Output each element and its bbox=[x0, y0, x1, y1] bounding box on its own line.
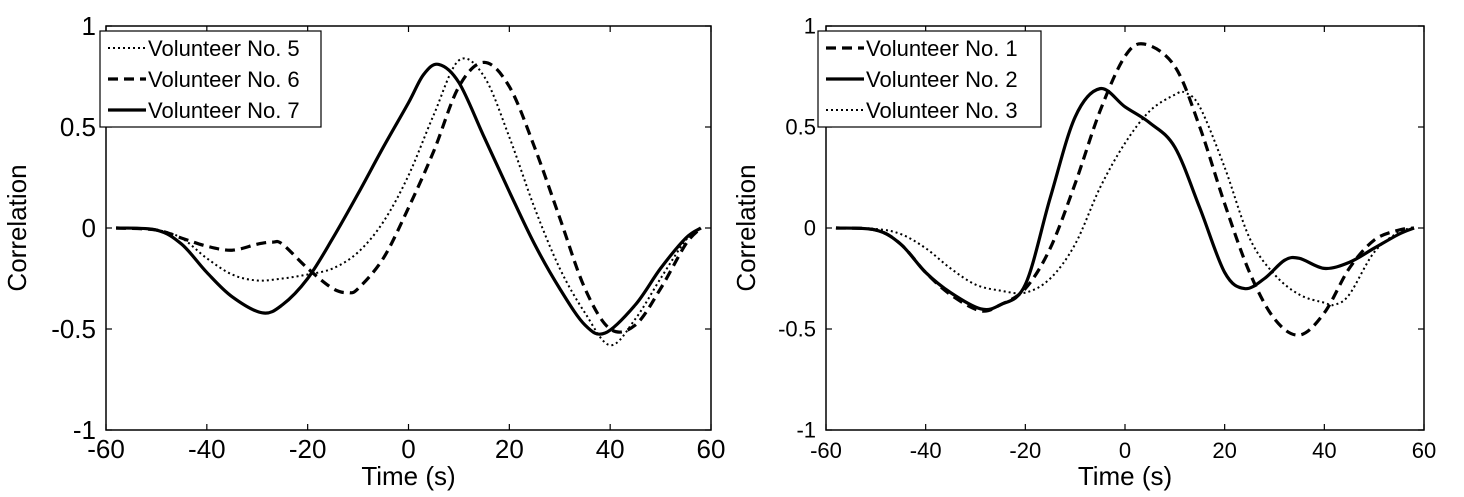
x-tick-label: 0 bbox=[1119, 438, 1131, 463]
x-tick-label: 0 bbox=[401, 434, 415, 464]
x-tick-label: 60 bbox=[1412, 438, 1436, 463]
x-tick-label: 60 bbox=[697, 434, 726, 464]
legend-label-1: Volunteer No. 5 bbox=[148, 36, 300, 61]
legend-label-2: Volunteer No. 2 bbox=[866, 67, 1018, 92]
series-line-3 bbox=[835, 90, 1415, 307]
x-tick-label: -20 bbox=[1009, 438, 1041, 463]
legend-label-3: Volunteer No. 3 bbox=[866, 98, 1018, 123]
legend-label-1: Volunteer No. 1 bbox=[866, 36, 1018, 61]
y-tick-label: -0.5 bbox=[51, 314, 96, 344]
y-tick-label: -0.5 bbox=[778, 317, 816, 342]
y-tick-label: -1 bbox=[796, 418, 816, 443]
x-tick-label: -60 bbox=[87, 434, 125, 464]
y-tick-label: 0.5 bbox=[785, 115, 816, 140]
chart-left: -60 -40 -20 0 20 40 60 -1 -0.5 0 0.5 1 Time (s) Corre… bbox=[2, 11, 725, 491]
legend-label-2: Volunteer No. 6 bbox=[148, 67, 300, 92]
y-axis-label: Correlation bbox=[2, 164, 32, 291]
y-tick-label: 0.5 bbox=[60, 112, 96, 142]
y-tick-label: 0 bbox=[82, 213, 96, 243]
y-tick-label: 1 bbox=[804, 14, 816, 39]
series-line-2 bbox=[115, 60, 703, 334]
x-tick-label: 20 bbox=[495, 434, 524, 464]
x-tick-label: 40 bbox=[596, 434, 625, 464]
legend: Volunteer No. 1 Volunteer No. 2 Volunteer … bbox=[817, 30, 1042, 128]
y-axis-label: Correlation bbox=[731, 164, 761, 291]
legend: Volunteer No. 5 Volunteer No. 6 Volunteer … bbox=[99, 30, 322, 128]
x-tick-label: -40 bbox=[910, 438, 942, 463]
y-tick-label: 1 bbox=[82, 11, 96, 41]
x-tick-label: 20 bbox=[1212, 438, 1236, 463]
chart-right: -60 -40 -20 0 20 40 60 -1 -0.5 0 0.5 1 Time (s) Corre… bbox=[731, 14, 1436, 491]
x-axis-label: Time (s) bbox=[1078, 461, 1172, 491]
series-line-3 bbox=[115, 62, 702, 336]
x-tick-label: -20 bbox=[289, 434, 327, 464]
x-tick-label: 40 bbox=[1312, 438, 1336, 463]
series-line-2 bbox=[835, 87, 1415, 312]
legend-label-3: Volunteer No. 7 bbox=[148, 98, 300, 123]
y-tick-label: 0 bbox=[804, 216, 816, 241]
x-tick-label: -60 bbox=[810, 438, 842, 463]
x-tick-label: -40 bbox=[188, 434, 226, 464]
x-axis-label: Time (s) bbox=[361, 461, 455, 491]
y-tick-label: -1 bbox=[73, 415, 96, 445]
